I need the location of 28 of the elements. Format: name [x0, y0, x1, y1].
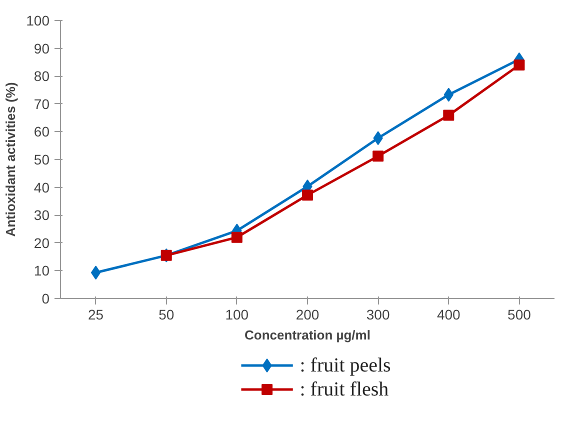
point	[372, 150, 384, 162]
legend-label: : fruit peels	[300, 354, 392, 376]
x-axis-title: Concentration µg/ml	[244, 328, 370, 342]
y-tick-label: 10	[34, 262, 50, 279]
y-tick-label: 0	[42, 290, 50, 306]
point	[514, 59, 525, 70]
y-tick-label: 50	[34, 152, 50, 168]
y-tick-label: 60	[34, 124, 50, 140]
x-tick-label: 300	[366, 306, 390, 322]
y-tick-label: 90	[34, 40, 50, 56]
x-tick-label: 500	[508, 306, 532, 322]
point	[231, 232, 242, 243]
x-tick-label: 200	[296, 306, 320, 322]
x-tick-label: 400	[436, 306, 461, 322]
y-tick-label: 70	[34, 96, 50, 112]
point	[90, 266, 101, 280]
x-tick-label: 100	[225, 306, 249, 322]
legend-label: : fruit flesh	[300, 378, 389, 400]
x-tick-label: 50	[158, 306, 174, 322]
x-tick-label: 25	[88, 306, 104, 322]
y-tick-label: 80	[34, 68, 50, 84]
y-axis-title: Antioxidant activities (%)	[3, 82, 18, 237]
point	[302, 190, 313, 201]
y-tick-label: 40	[34, 179, 50, 196]
y-tick-label: 20	[34, 234, 50, 251]
y-tick-label: 30	[34, 207, 50, 224]
point	[443, 110, 454, 121]
y-tick-label: 100	[26, 12, 50, 28]
